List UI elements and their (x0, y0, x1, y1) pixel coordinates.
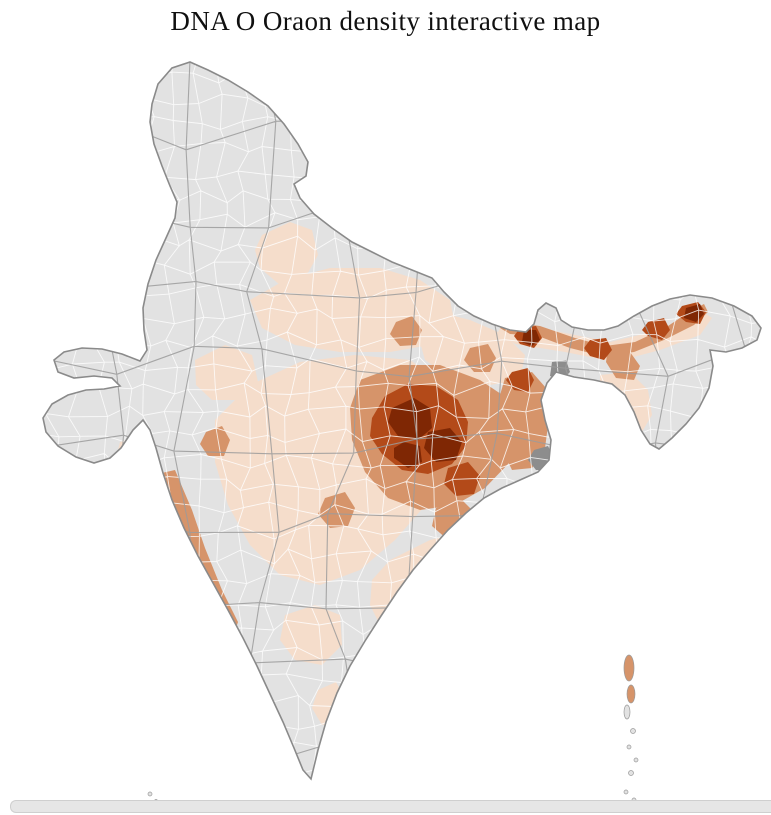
andaman-island-south[interactable] (623, 704, 631, 720)
nicobar-islet-3[interactable] (633, 757, 639, 763)
region-arunachal-east-tip[interactable] (684, 304, 704, 322)
nicobar-islet-4[interactable] (628, 770, 634, 776)
region-west-mp-patch[interactable] (200, 426, 230, 456)
region-brahmaputra-valley[interactable] (500, 304, 708, 356)
region-himachal-foothills[interactable] (255, 222, 318, 285)
region-west-bengal-strip[interactable] (498, 372, 549, 470)
india-landmass[interactable] (15, 35, 771, 815)
nicobar-islet-1[interactable] (630, 728, 636, 734)
region-assam-high-2[interactable] (584, 338, 612, 360)
india-outline (42, 61, 762, 781)
region-chota-nagpur-core-3[interactable] (394, 442, 422, 468)
page-title: DNA O Oraon density interactive map (170, 6, 601, 36)
region-south-deccan-patch[interactable] (280, 605, 342, 665)
region-chota-nagpur-core-1[interactable] (388, 398, 432, 440)
nicobar-islet-2[interactable] (626, 744, 632, 750)
region-northeast-band-low[interactable] (498, 310, 712, 362)
region-bihar-plain[interactable] (418, 310, 525, 385)
nicobar-islet-5[interactable] (623, 789, 629, 795)
island-chains[interactable] (147, 654, 639, 803)
lakshadweep-islet-1[interactable] (147, 791, 153, 797)
andaman-island-north[interactable] (623, 654, 635, 682)
andaman-island-middle[interactable] (626, 684, 636, 704)
horizontal-scrollbar[interactable] (10, 800, 771, 813)
region-east-rajasthan[interactable] (195, 345, 258, 400)
density-regions-very-high (388, 304, 704, 468)
